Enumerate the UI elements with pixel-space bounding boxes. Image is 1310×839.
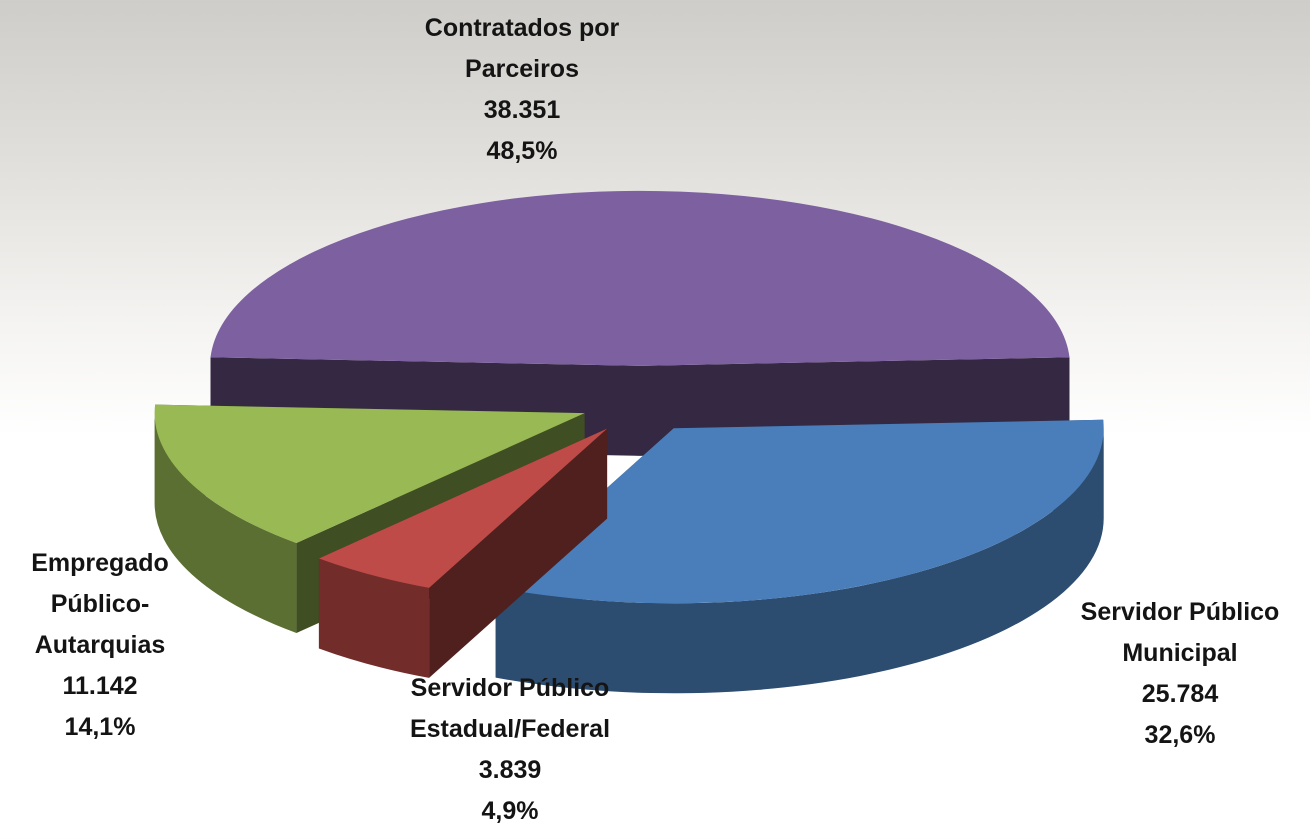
percentage-label: 48,5% <box>486 137 558 165</box>
data-label: Servidor Público Municipal 25.784 32,6% <box>1045 592 1310 756</box>
slice <box>210 190 1070 366</box>
value-label: 11.142 <box>62 672 138 700</box>
slice-wall <box>495 428 1104 694</box>
slice <box>318 428 608 588</box>
data-label: Servidor Público Estadual/Federal 3.839 4,… <box>360 668 660 832</box>
percentage-label: 32,6% <box>1144 721 1216 749</box>
slice-wall <box>154 413 297 634</box>
percentage-label: 4,9% <box>481 797 539 825</box>
category-label: Servidor Público Estadual/Federal <box>409 674 611 743</box>
value-label: 38.351 <box>483 96 561 124</box>
percentage-label: 14,1% <box>64 713 136 741</box>
slice <box>154 404 585 544</box>
category-label: Empregado Público-Autarquias <box>31 549 169 659</box>
value-label: 3.839 <box>478 756 542 784</box>
category-label: Servidor Público Municipal <box>1080 598 1280 667</box>
data-label: Contratados por Parceiros 38.351 48,5% <box>372 8 672 172</box>
value-label: 25.784 <box>1141 680 1219 708</box>
category-label: Contratados por Parceiros <box>424 14 620 83</box>
slice <box>495 419 1104 604</box>
slice-wall <box>318 558 430 678</box>
data-label: Empregado Público-Autarquias 11.142 14,1% <box>5 543 195 748</box>
